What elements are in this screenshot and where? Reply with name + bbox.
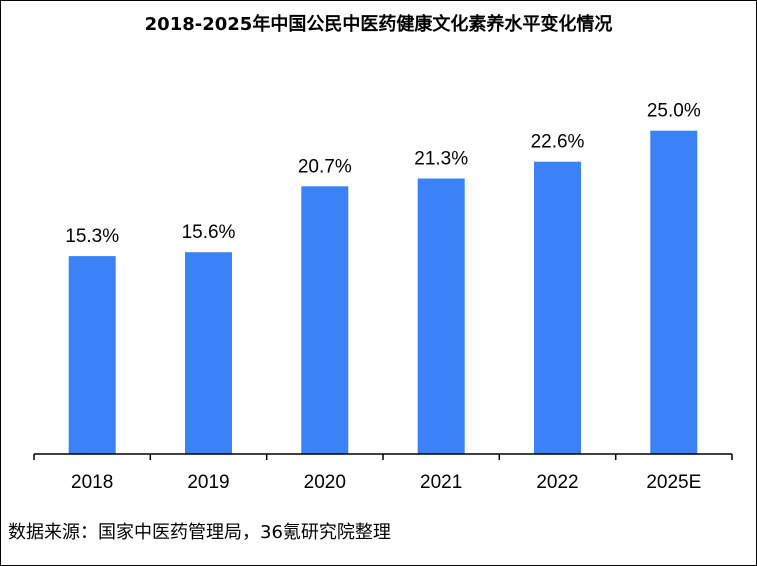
bar-2025E <box>650 130 698 454</box>
source-note: 数据来源：国家中医药管理局，36氪研究院整理 <box>8 522 391 543</box>
bar-2021 <box>417 178 465 454</box>
data-labels-layer: 15.3% 15.6% 20.7% 21.3% 22.6% 25.0% <box>65 101 701 247</box>
bar-2018 <box>68 256 116 454</box>
data-label-2019: 15.6% <box>182 222 236 243</box>
x-tick-label-2022: 2022 <box>536 472 578 493</box>
bar-2022 <box>534 161 581 454</box>
x-tick-label-2025E: 2025E <box>646 472 701 493</box>
chart-title: 2018-2025年中国公民中医药健康文化素养水平变化情况 <box>144 14 613 35</box>
x-tick-label-2020: 2020 <box>304 472 346 493</box>
data-label-2020: 20.7% <box>298 156 352 177</box>
bar-2019 <box>185 252 232 454</box>
x-axis-tick-labels: 2018 2019 2020 2021 2022 2025E <box>71 472 701 493</box>
bar-2020 <box>301 186 349 455</box>
x-tick-label-2019: 2019 <box>187 472 229 493</box>
data-label-2025E: 25.0% <box>647 101 701 122</box>
x-tick-label-2018: 2018 <box>71 472 113 493</box>
x-tick-label-2021: 2021 <box>420 472 462 493</box>
data-label-2021: 21.3% <box>414 149 468 170</box>
data-label-2022: 22.6% <box>531 132 585 153</box>
x-axis-ticks <box>33 454 733 460</box>
data-label-2018: 15.3% <box>65 226 119 247</box>
bars-layer <box>68 130 698 455</box>
